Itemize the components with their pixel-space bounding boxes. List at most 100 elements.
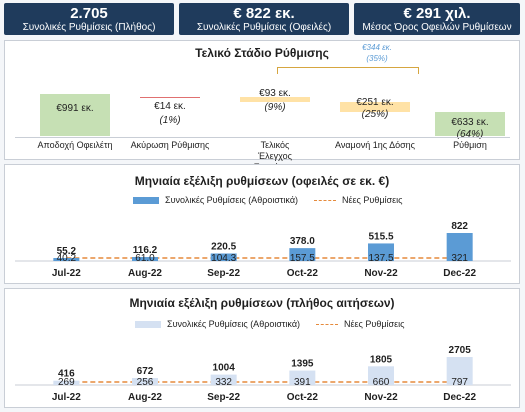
category-label: Dec-22 (443, 268, 476, 279)
legend-bar-swatch (135, 320, 161, 328)
kpi-value: 2.705 (70, 5, 108, 22)
waterfall-value: €633 εκ. (451, 117, 489, 128)
category-label: Nov-22 (364, 392, 398, 403)
bracket-value: €344 εκ. (362, 43, 392, 52)
category-label: Oct-22 (287, 392, 319, 403)
waterfall-value: €93 εκ. (259, 88, 291, 99)
new-value-label: 61.0 (135, 253, 155, 264)
waterfall-step-accept: €991 εκ. (25, 41, 125, 161)
kpi-label: Μέσος Όρος Οφειλών Ρυθμίσεων (362, 22, 512, 33)
chart-legend: Συνολικές Ρυθμίσεις (Αθροιστικά) Νέες Ρυ… (135, 319, 404, 329)
category-label: Oct-22 (287, 268, 319, 279)
chart-title: Μηνιαία εξέλιξη ρυθμίσεων (πλήθος αιτήσε… (129, 296, 395, 310)
bar-cumulative (368, 243, 394, 261)
new-value-label: 797 (451, 377, 468, 388)
new-value-label: 332 (215, 377, 232, 388)
waterfall-value: €251 εκ. (356, 97, 394, 108)
bar-cumulative (132, 257, 158, 261)
bar-value-label: 515.5 (368, 231, 393, 242)
bar-value-label: 378.0 (290, 236, 315, 247)
bar-value-label: 416 (58, 369, 75, 380)
waterfall-pct: (25%) (361, 109, 389, 120)
waterfall-bar (240, 97, 310, 102)
new-value-label: 256 (137, 377, 154, 388)
bar-value-label: 1395 (291, 359, 314, 370)
category-label: Aug-22 (128, 392, 162, 403)
count-chart-panel: Μηνιαία εξέλιξη ρυθμίσεων (πλήθος αιτήσε… (4, 288, 520, 408)
category-label: Aug-22 (128, 268, 162, 279)
waterfall-bar (140, 97, 200, 98)
waterfall-label: Ακύρωση Ρύθμισης (130, 140, 210, 150)
bar-cumulative (210, 253, 237, 261)
waterfall-bar (435, 112, 505, 136)
bar-cumulative (368, 366, 394, 385)
waterfall-label: Αποδοχή Οφειλέτη (37, 140, 113, 150)
new-value-label: 137.5 (368, 253, 393, 264)
debt-chart-panel: Μηνιαία εξέλιξη ρυθμίσεων (οφειλές σε εκ… (4, 164, 520, 284)
legend-label: Συνολικές Ρυθμίσεις (Αθροιστικά) (165, 195, 299, 205)
new-value-label: 157.5 (290, 253, 315, 264)
kpi-value: € 291 χιλ. (403, 5, 471, 22)
bar-value-label: 2705 (449, 345, 472, 356)
category-label: Jul-22 (52, 268, 81, 279)
kpi-label: Συνολικές Ρυθμίσεις (Πλήθος) (22, 22, 156, 33)
chart-title: Μηνιαία εξέλιξη ρυθμίσεων (οφειλές σε εκ… (134, 174, 390, 188)
legend-label: Νέες Ρυθμίσεις (344, 319, 405, 329)
bar-cumulative (53, 258, 80, 261)
waterfall-value: €14 εκ. (154, 101, 186, 112)
waterfall-bar (40, 94, 110, 136)
legend-label: Συνολικές Ρυθμίσεις (Αθροιστικά) (167, 319, 301, 329)
kpi-value: € 822 εκ. (233, 5, 295, 22)
waterfall-step-settlement: €633 εκ. (64%) (425, 41, 515, 161)
new-value-label: 104.3 (211, 253, 236, 264)
category-label: Jul-22 (52, 392, 81, 403)
waterfall-step-first-installment: €251 εκ. (25%) (325, 41, 425, 161)
bar-cumulative (132, 378, 158, 385)
bracket-line (277, 67, 419, 74)
waterfall-bar (340, 102, 410, 112)
waterfall-pct: (9%) (264, 102, 286, 113)
chart-legend: Συνολικές Ρυθμίσεις (Αθροιστικά) Νέες Ρυ… (133, 195, 402, 205)
kpi-total-count: 2.705 Συνολικές Ρυθμίσεις (Πλήθος) (4, 3, 174, 35)
new-value-label: 321 (451, 253, 468, 264)
legend-line-swatch (316, 323, 339, 325)
waterfall-step-docs: €93 εκ. (9%) (225, 41, 325, 161)
category-label: Sep-22 (207, 268, 240, 279)
kpi-label: Συνολικές Ρυθμίσεις (Οφειλές) (196, 22, 332, 33)
bar-value-label: 55.2 (57, 246, 77, 257)
waterfall-step-cancel: €14 εκ. (1%) (120, 41, 220, 161)
bar-value-label: 116.2 (133, 245, 158, 256)
new-value-label: 269 (58, 377, 75, 388)
new-value-label: 40.2 (57, 253, 77, 264)
waterfall-label: Ρύθμιση (453, 140, 487, 150)
waterfall-baseline (15, 137, 510, 138)
bar-cumulative (289, 248, 316, 261)
kpi-row: 2.705 Συνολικές Ρυθμίσεις (Πλήθος) € 822… (0, 0, 525, 38)
bar-value-label: 672 (137, 366, 154, 377)
new-value-label: 391 (294, 377, 311, 388)
waterfall-label: Αναμονή 1ης Δόσης (334, 140, 415, 150)
waterfall-title: Τελικό Στάδιο Ρύθμισης (195, 46, 329, 60)
bracket-pct: (35%) (366, 54, 388, 63)
waterfall-panel: Τελικό Στάδιο Ρύθμισης €344 εκ. (35%) €9… (4, 40, 520, 172)
bar-cumulative (289, 370, 316, 385)
waterfall-pct: (1%) (159, 115, 181, 126)
legend-line-swatch (314, 199, 337, 201)
legend-label: Νέες Ρυθμίσεις (342, 195, 403, 205)
bar-cumulative (446, 357, 473, 385)
category-label: Nov-22 (364, 268, 398, 279)
category-label: Dec-22 (443, 392, 476, 403)
bar-value-label: 1805 (370, 354, 393, 365)
bar-value-label: 822 (451, 221, 468, 232)
kpi-average-debt: € 291 χιλ. Μέσος Όρος Οφειλών Ρυθμίσεων (354, 3, 520, 35)
waterfall-value: €991 εκ. (56, 103, 94, 114)
bar-cumulative (210, 374, 237, 385)
kpi-total-debt: € 822 εκ. Συνολικές Ρυθμίσεις (Οφειλές) (179, 3, 349, 35)
category-label: Sep-22 (207, 392, 240, 403)
bar-cumulative (53, 380, 80, 385)
bar-value-label: 220.5 (211, 241, 236, 252)
bar-cumulative (446, 233, 473, 261)
waterfall-pct: (64%) (456, 129, 484, 140)
